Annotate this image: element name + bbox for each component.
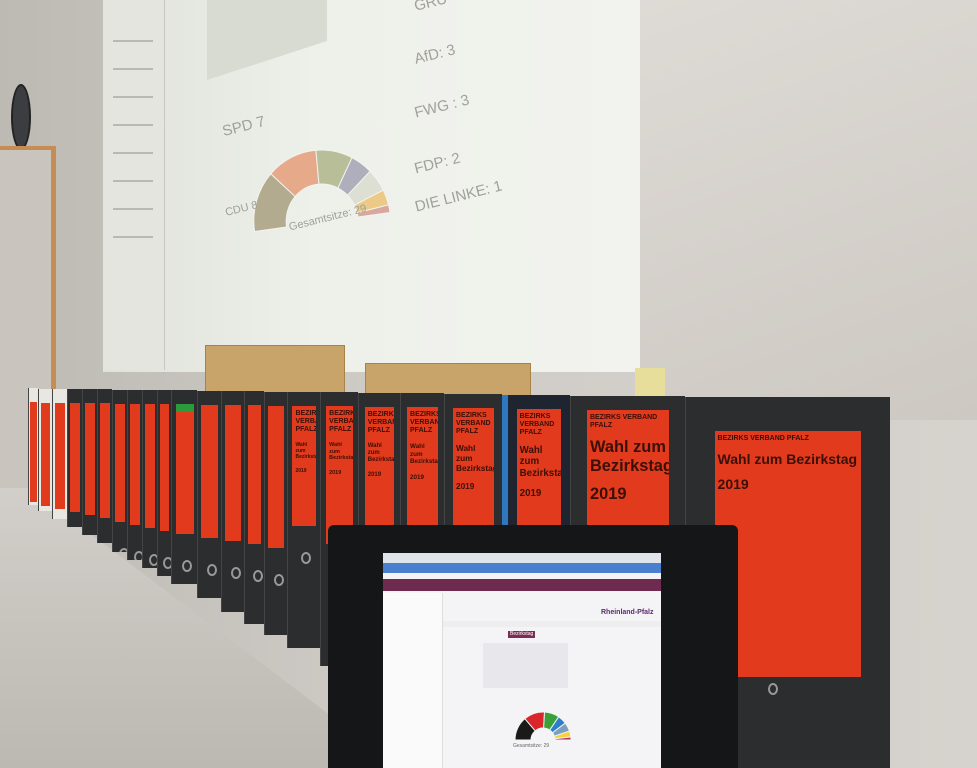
rlp-logo: Rheinland-Pfalz	[601, 609, 654, 616]
binder[interactable]	[28, 388, 38, 505]
laptop-screen: Rheinland-Pfalz Bezirkstag Gesamtsitze: …	[383, 553, 661, 768]
projected-seat-chart	[0, 0, 977, 400]
binder-label: BEZIRKS VERBAND PFALZ Wahl zum Bezirkstag…	[292, 406, 315, 526]
app-header	[383, 579, 661, 591]
browser-address-bar	[383, 563, 661, 573]
binder-label	[55, 403, 65, 509]
binder-title: Wahl zum Bezirkstag	[329, 442, 350, 462]
binder-org-name: BEZIRKS VERBAND PFALZ	[410, 411, 435, 435]
binder[interactable]	[38, 389, 52, 511]
binder-title: Wahl zum Bezirkstag	[590, 438, 666, 477]
binder[interactable]	[171, 390, 197, 584]
binder-finger-hole	[149, 554, 157, 566]
binder-label	[201, 405, 218, 538]
binder-finger-hole	[163, 557, 171, 569]
binder-year: 2019	[590, 485, 666, 505]
binder-label	[176, 404, 194, 534]
binder-label	[248, 405, 262, 544]
binder-org-name: BEZIRKS VERBAND PFALZ	[590, 414, 666, 430]
binder-title: Wahl zum Bezirkstag	[520, 445, 559, 480]
binder-label	[130, 404, 140, 525]
binder-title: Wahl zum Bezirkstag	[718, 451, 859, 468]
binder[interactable]	[197, 391, 221, 599]
laptop-sidebar	[383, 593, 443, 768]
binder-title: Wahl zum Bezirkstag	[410, 443, 435, 466]
binder[interactable]	[221, 391, 244, 612]
binder-title: Wahl zum Bezirkstag	[456, 444, 491, 474]
binder-finger-hole	[768, 683, 778, 695]
binder-label	[268, 406, 284, 548]
binder[interactable]	[142, 390, 157, 568]
binder-year: 2019	[410, 474, 435, 482]
binder-label	[100, 403, 110, 518]
browser-tabs	[383, 553, 661, 563]
binder-year: 2019	[520, 488, 559, 500]
binder[interactable]	[52, 389, 67, 519]
binder[interactable]	[97, 389, 112, 543]
binder[interactable]	[264, 392, 287, 636]
binder-label: BEZIRKS VERBAND PFALZ Wahl zum Bezirkstag…	[326, 406, 353, 544]
binder-finger-hole	[301, 552, 311, 564]
binder[interactable]	[67, 389, 82, 527]
binder-finger-hole	[182, 560, 192, 572]
binder-finger-hole	[231, 567, 241, 579]
binder-org-name: BEZIRKS VERBAND PFALZ	[295, 410, 312, 434]
binder-year: 2019	[295, 468, 312, 474]
binder-label	[41, 403, 50, 506]
binder[interactable]	[82, 389, 97, 535]
binder-finger-hole	[274, 574, 284, 586]
binder-finger-hole	[119, 548, 127, 552]
binder-org-name: BEZIRKS VERBAND PFALZ	[368, 411, 392, 435]
binder-title: Wahl zum Bezirkstag	[295, 442, 312, 460]
binder-year: 2019	[718, 476, 859, 493]
binder-label	[85, 403, 95, 515]
laptop-panel	[483, 643, 568, 688]
binder-finger-hole	[207, 564, 217, 576]
binder-org-name: BEZIRKS VERBAND PFALZ	[718, 435, 859, 443]
cardboard-box	[205, 345, 345, 395]
binder[interactable]	[157, 390, 171, 576]
app-toolbar	[443, 621, 661, 627]
binder-org-name: BEZIRKS VERBAND PFALZ	[329, 410, 350, 434]
binder-label	[70, 403, 80, 512]
binder[interactable]	[244, 391, 264, 624]
binder-label	[30, 402, 37, 502]
binder-org-name: BEZIRKS VERBAND PFALZ	[456, 412, 491, 436]
binder-label	[115, 404, 125, 522]
laptop-total-label: Gesamtsitze: 29	[513, 743, 549, 749]
binder-label	[160, 404, 169, 531]
binder-year: 2019	[456, 482, 491, 492]
binder-label	[225, 405, 241, 541]
binder-title: Wahl zum Bezirkstag	[368, 443, 392, 465]
laptop-seat-chart	[503, 698, 583, 748]
binder-label	[145, 404, 155, 528]
binder-finger-hole	[253, 570, 263, 582]
binder[interactable]	[112, 390, 127, 552]
tab-bezirkstag[interactable]: Bezirkstag	[508, 631, 535, 638]
binder-finger-hole	[134, 551, 142, 560]
binder[interactable]	[127, 390, 142, 560]
binder-year: 2019	[329, 470, 350, 477]
binder[interactable]: BEZIRKS VERBAND PFALZ Wahl zum Bezirkstag…	[287, 392, 320, 648]
binder-org-name: BEZIRKS VERBAND PFALZ	[520, 413, 559, 437]
binder-year: 2019	[368, 472, 392, 479]
